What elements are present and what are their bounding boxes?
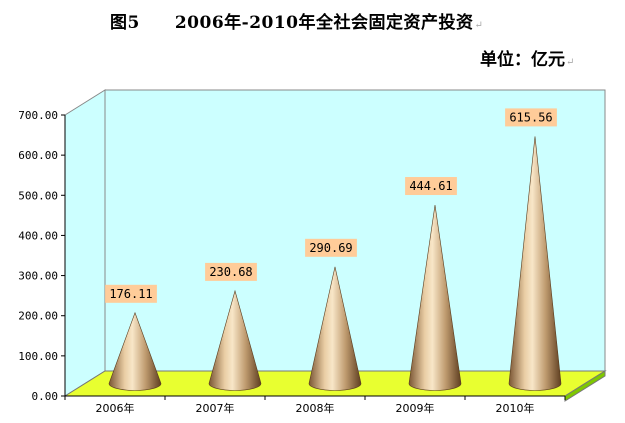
y-tick-label: 700.00 xyxy=(18,109,58,122)
data-label-box xyxy=(505,108,557,127)
cone-bar xyxy=(208,289,262,391)
x-tick-label: 2009年 xyxy=(396,401,435,415)
data-label: 230.68 xyxy=(209,265,252,279)
data-label-box xyxy=(105,284,157,303)
data-label: 290.69 xyxy=(309,241,352,255)
data-label-box xyxy=(305,238,357,257)
x-tick-label: 2006年 xyxy=(96,401,135,415)
data-label-box xyxy=(205,262,257,281)
data-label: 615.56 xyxy=(509,110,552,124)
paragraph-mark-icon: ↵ xyxy=(566,57,575,68)
y-tick-label: 600.00 xyxy=(18,149,58,162)
unit-label-text: 单位：亿元 xyxy=(480,50,565,70)
y-tick-label: 200.00 xyxy=(18,310,58,323)
data-label: 444.61 xyxy=(409,179,452,193)
x-tick-label: 2007年 xyxy=(196,401,235,415)
chart-title: 图5 2006年-2010年全社会固定资产投资↵ xyxy=(110,8,483,33)
x-axis: 2006年 2007年 2008年 2009年 2010年 xyxy=(64,395,566,415)
data-label: 176.11 xyxy=(109,287,152,301)
paragraph-mark-icon: ↵ xyxy=(474,20,484,31)
cones-layer xyxy=(108,136,562,391)
y-tick-label: 500.00 xyxy=(18,189,58,202)
chart-title-text: 图5 2006年-2010年全社会固定资产投资 xyxy=(110,13,474,33)
side-wall xyxy=(64,89,106,397)
y-tick-label: 300.00 xyxy=(18,270,58,283)
y-tick-label: 400.00 xyxy=(18,229,58,242)
unit-label: 单位：亿元↵ xyxy=(480,45,574,70)
data-labels: 176.11 230.68 290.69 444.61 615.56 xyxy=(105,108,557,303)
cone-bar xyxy=(108,311,162,391)
y-tick-label: 0.00 xyxy=(32,390,59,403)
cone-bar xyxy=(308,266,362,391)
chart-walls xyxy=(63,89,607,402)
cone-bar xyxy=(408,204,462,391)
data-label-box xyxy=(405,177,457,196)
y-tick-label: 100.00 xyxy=(18,350,58,363)
x-tick-label: 2010年 xyxy=(496,401,535,415)
cone-bar xyxy=(508,136,562,391)
x-tick-label: 2008年 xyxy=(296,401,335,415)
y-axis: 0.00 100.00 200.00 300.00 400.00 500.00 600.00… xyxy=(18,109,66,403)
